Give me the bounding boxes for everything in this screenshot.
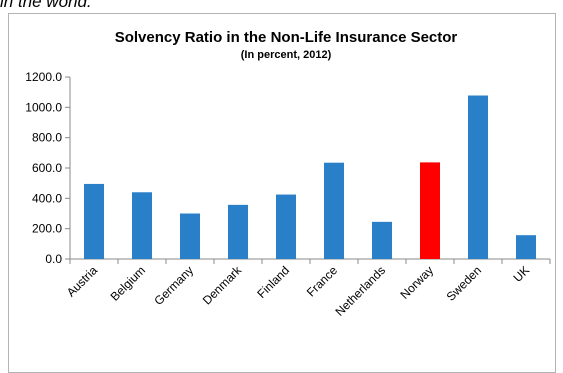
x-tick-label: Finland	[254, 263, 292, 301]
x-tick-label: Belgium	[108, 263, 149, 304]
chart-subtitle: (In percent, 2012)	[241, 49, 332, 61]
bar-belgium	[132, 192, 152, 259]
x-tick-label: Austria	[64, 263, 101, 300]
bar-finland	[276, 194, 296, 259]
y-tick-label: 0.0	[45, 252, 62, 266]
x-tick-label: Norway	[397, 263, 436, 302]
x-tick-label: Germany	[151, 263, 196, 308]
bar-norway	[420, 162, 440, 259]
y-tick-label: 400.0	[32, 191, 62, 205]
bar-sweden	[468, 95, 488, 260]
intro-text: in the world.	[0, 0, 92, 11]
bar-france	[324, 162, 344, 259]
bar-chart: Solvency Ratio in the Non-Life Insurance…	[25, 29, 551, 319]
x-tick-label: France	[304, 263, 341, 300]
y-tick-label: 200.0	[32, 222, 62, 236]
y-tick-label: 800.0	[32, 131, 62, 145]
bar-uk	[516, 235, 536, 259]
bar-netherlands	[372, 221, 392, 259]
x-tick-label: Sweden	[444, 263, 485, 304]
plot-area: 0.0 200.0 400.0 600.0 800.0 1000.0 1200.0 Austr…	[25, 70, 551, 319]
chart-title: Solvency Ratio in the Non-Life Insurance…	[115, 29, 458, 46]
x-tick-label: Denmark	[200, 263, 245, 308]
x-tick-label: UK	[510, 263, 532, 285]
bar-denmark	[228, 204, 248, 259]
y-tick-label: 1000.0	[25, 100, 62, 114]
y-tick-label: 1200.0	[25, 70, 62, 84]
bar-germany	[180, 213, 200, 259]
bar-austria	[84, 183, 104, 259]
y-tick-label: 600.0	[32, 161, 62, 175]
x-tick-label: Netherlands	[332, 263, 388, 319]
